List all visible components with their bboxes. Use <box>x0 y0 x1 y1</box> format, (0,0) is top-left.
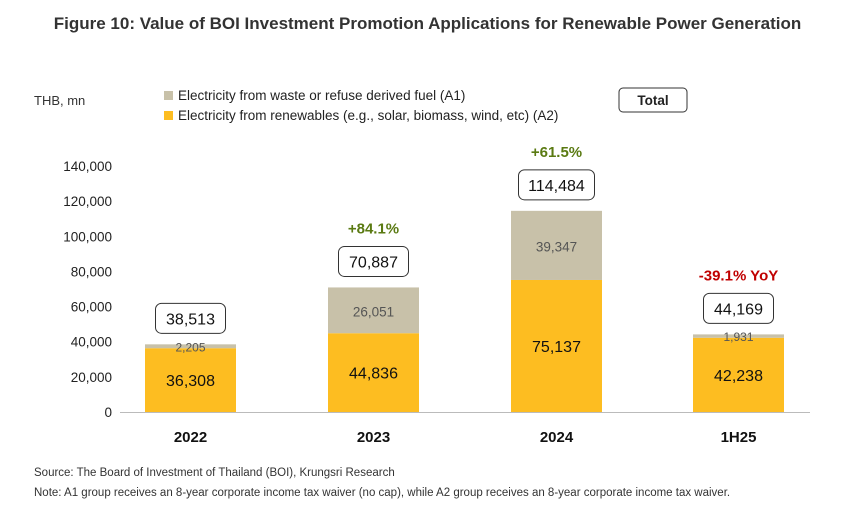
total-box <box>338 245 409 277</box>
bar-segment <box>693 337 784 412</box>
data-label: 44,836 <box>349 366 398 383</box>
data-label: 1,931 <box>723 330 753 344</box>
legend-swatch <box>164 91 173 100</box>
growth-label: +84.1% <box>348 220 399 237</box>
growth-label: +61.5% <box>531 144 582 161</box>
bar-segment <box>328 287 419 334</box>
y-tick-label: 80,000 <box>71 264 112 279</box>
total-label: 114,484 <box>528 178 585 195</box>
footnote: Note: A1 group receives an 8-year corpor… <box>34 487 731 499</box>
legend-label: Electricity from waste or refuse derived… <box>178 88 465 103</box>
total-label: 70,887 <box>349 254 398 271</box>
total-box <box>518 169 595 201</box>
x-tick-label: 2022 <box>174 429 207 446</box>
y-tick-label: 120,000 <box>63 194 112 209</box>
x-tick-label: 1H25 <box>721 429 757 446</box>
total-label: 44,169 <box>714 301 763 318</box>
legend-swatch <box>164 111 173 120</box>
bar-segment <box>328 333 419 412</box>
x-tick-label: 2023 <box>357 429 390 446</box>
data-label: 39,347 <box>536 239 577 254</box>
bar-segment <box>511 210 602 280</box>
bar-segment <box>511 279 602 412</box>
data-label: 42,238 <box>714 368 763 385</box>
y-tick-label: 100,000 <box>63 229 112 244</box>
total-label: 38,513 <box>166 311 215 328</box>
data-label: 2,205 <box>175 340 205 354</box>
total-box <box>703 292 774 324</box>
source-note: Source: The Board of Investment of Thail… <box>34 467 395 479</box>
x-tick-label: 2024 <box>540 429 574 446</box>
legend-total-label: Total <box>637 93 668 108</box>
chart-title: Figure 10: Value of BOI Investment Promo… <box>53 14 802 33</box>
data-label: 26,051 <box>353 304 394 319</box>
y-tick-label: 140,000 <box>63 159 112 174</box>
y-tick-label: 20,000 <box>71 370 112 385</box>
bar-segment <box>145 348 236 412</box>
y-axis-label: THB, mn <box>34 93 85 108</box>
y-tick-label: 0 <box>104 405 112 420</box>
y-tick-label: 40,000 <box>71 335 112 350</box>
total-box <box>155 302 226 334</box>
legend-label: Electricity from renewables (e.g., solar… <box>178 108 558 123</box>
growth-label: -39.1% YoY <box>699 267 778 284</box>
data-label: 75,137 <box>532 339 581 356</box>
y-tick-label: 60,000 <box>71 300 112 315</box>
legend-total-box <box>618 87 688 113</box>
bar-segment <box>693 334 784 338</box>
data-label: 36,308 <box>166 373 215 390</box>
bar-segment <box>145 344 236 349</box>
